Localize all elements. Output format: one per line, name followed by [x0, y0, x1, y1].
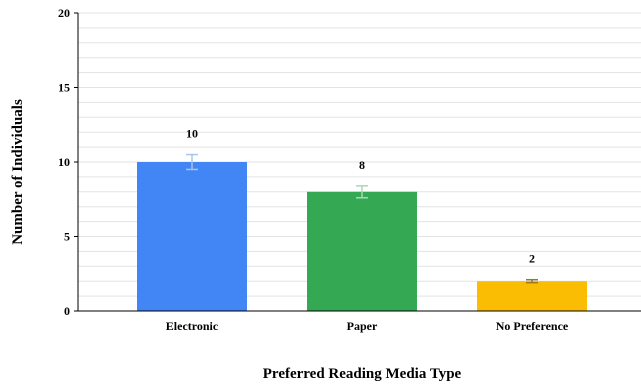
- x-category-label: Paper: [347, 319, 378, 333]
- y-tick-label: 10: [58, 155, 70, 169]
- bar: [137, 162, 247, 311]
- data-labels: 10 8 2: [186, 127, 535, 266]
- data-label: 2: [529, 252, 535, 266]
- x-category-label: Electronic: [166, 319, 219, 333]
- bar: [307, 191, 417, 311]
- y-tick-label: 20: [58, 6, 70, 20]
- y-tick-label: 0: [64, 304, 70, 318]
- bars: [137, 162, 587, 311]
- y-tick-label: 15: [58, 81, 70, 95]
- x-axis-title: Preferred Reading Media Type: [263, 366, 462, 382]
- y-tick-labels: 0 5 10 15 20: [58, 6, 78, 318]
- x-category-labels: Electronic Paper No Preference: [166, 319, 569, 333]
- y-axis-title: Number of Individuals: [10, 99, 26, 245]
- y-tick-label: 5: [64, 230, 70, 244]
- x-category-label: No Preference: [496, 319, 569, 333]
- bar: [477, 281, 587, 311]
- data-label: 10: [186, 127, 198, 141]
- error-bars: [186, 153, 538, 284]
- data-label: 8: [359, 158, 365, 172]
